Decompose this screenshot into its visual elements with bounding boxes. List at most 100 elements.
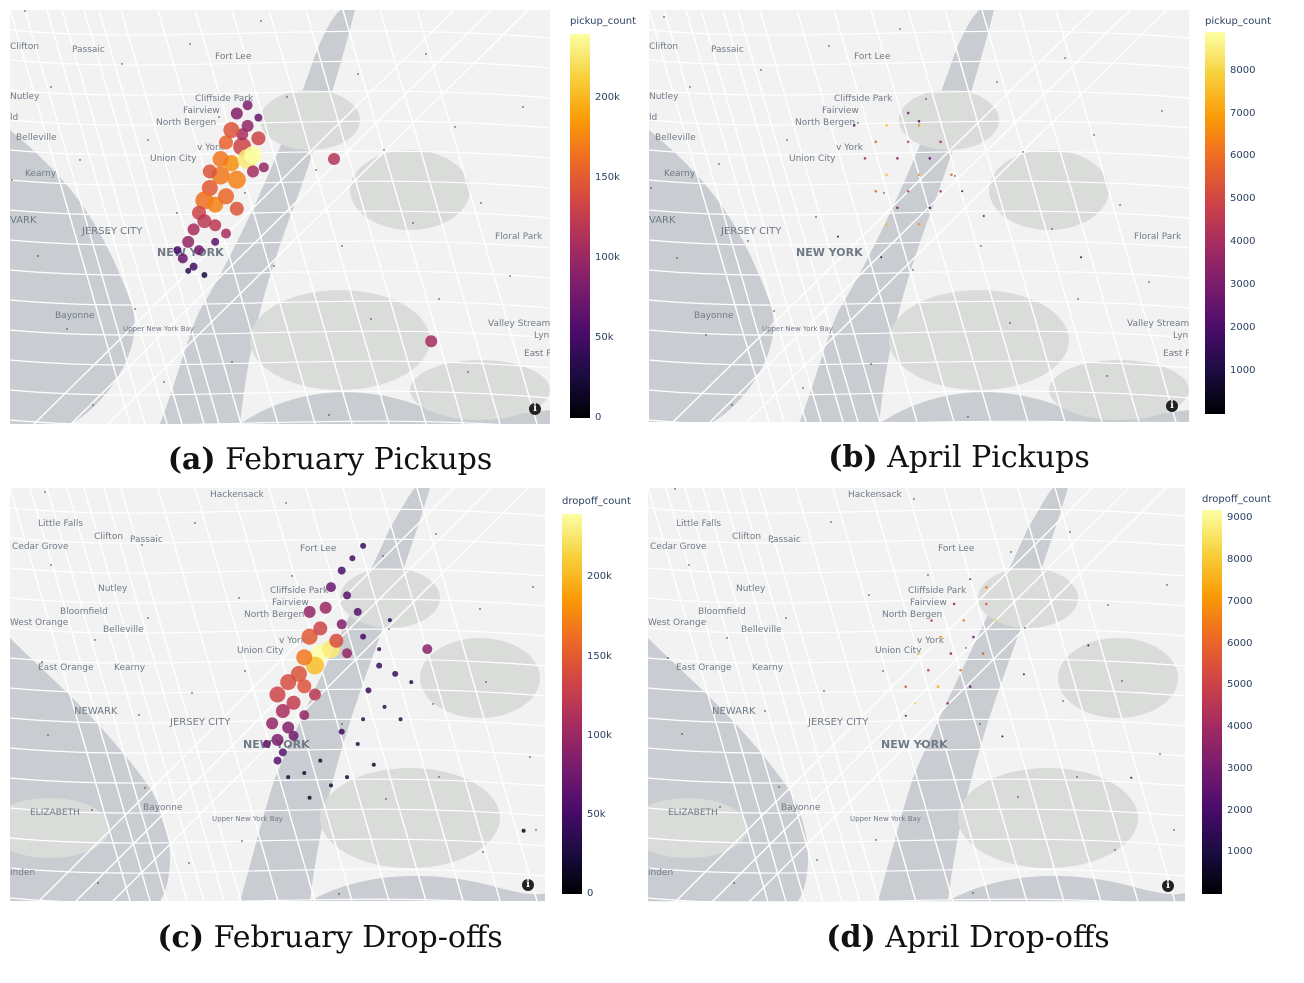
map-marker[interactable]: [1080, 256, 1082, 259]
map-marker[interactable]: [329, 783, 333, 788]
map-marker[interactable]: [398, 717, 403, 722]
map-marker[interactable]: [209, 219, 222, 232]
map-marker[interactable]: [896, 206, 899, 210]
map-marker[interactable]: [837, 235, 839, 238]
map-marker[interactable]: [308, 688, 321, 701]
map-marker[interactable]: [981, 652, 985, 655]
map-marker[interactable]: [952, 602, 956, 606]
map-marker[interactable]: [251, 131, 266, 146]
map-marker[interactable]: [906, 189, 910, 193]
map-marker[interactable]: [968, 685, 972, 689]
map-marker[interactable]: [182, 235, 195, 248]
map-marker[interactable]: [906, 140, 910, 144]
map-marker[interactable]: [896, 157, 899, 160]
map-marker[interactable]: [247, 165, 259, 178]
map-marker[interactable]: [185, 267, 192, 274]
map-marker[interactable]: [336, 619, 347, 630]
map-marker[interactable]: [874, 140, 878, 144]
map-marker[interactable]: [266, 717, 279, 730]
map-marker[interactable]: [189, 262, 198, 271]
info-icon[interactable]: i: [529, 403, 541, 415]
map-marker[interactable]: [917, 124, 921, 127]
map-marker[interactable]: [202, 164, 217, 179]
map-marker[interactable]: [387, 618, 392, 623]
map-marker[interactable]: [269, 686, 286, 703]
info-icon[interactable]: i: [1166, 400, 1178, 412]
info-icon[interactable]: i: [1162, 880, 1174, 892]
map-marker[interactable]: [286, 775, 291, 780]
map-marker[interactable]: [961, 190, 964, 193]
map-marker[interactable]: [328, 153, 340, 166]
map-marker[interactable]: [271, 733, 284, 746]
map-marker[interactable]: [313, 621, 328, 636]
map-marker[interactable]: [521, 828, 526, 833]
map-marker[interactable]: [917, 652, 920, 655]
map-marker[interactable]: [318, 758, 323, 763]
map-marker[interactable]: [946, 701, 949, 705]
map-marker[interactable]: [173, 246, 182, 255]
map-marker[interactable]: [329, 633, 344, 648]
map-marker[interactable]: [301, 628, 318, 645]
map-marker[interactable]: [297, 679, 312, 694]
map-marker[interactable]: [326, 582, 336, 593]
map-marker[interactable]: [307, 795, 312, 800]
map-marker[interactable]: [962, 619, 966, 622]
map-marker[interactable]: [223, 122, 240, 139]
map-marker[interactable]: [227, 170, 246, 189]
map-marker[interactable]: [382, 704, 387, 709]
map-marker[interactable]: [303, 605, 316, 618]
info-icon[interactable]: i: [522, 879, 534, 891]
map-marker[interactable]: [392, 670, 399, 677]
map-marker[interactable]: [939, 635, 943, 639]
map-marker[interactable]: [1087, 644, 1090, 647]
map-marker[interactable]: [1022, 673, 1025, 676]
map-marker[interactable]: [885, 222, 888, 226]
map-marker[interactable]: [262, 740, 271, 749]
map-marker[interactable]: [361, 717, 366, 722]
map-marker[interactable]: [258, 162, 269, 173]
map-marker[interactable]: [280, 674, 297, 691]
map-marker[interactable]: [985, 602, 988, 606]
map-marker[interactable]: [288, 730, 299, 741]
map-marker[interactable]: [282, 721, 295, 734]
map-marker[interactable]: [425, 335, 438, 348]
map-marker[interactable]: [939, 140, 942, 144]
map-marker[interactable]: [342, 648, 353, 659]
map-marker[interactable]: [1130, 776, 1133, 779]
map-marker[interactable]: [229, 201, 244, 216]
map-february-pickups[interactable]: Clifton Passaic Fort Lee Nutley Cliffside Pa…: [10, 10, 550, 424]
map-marker[interactable]: [914, 701, 917, 705]
map-marker[interactable]: [959, 668, 962, 672]
map-marker[interactable]: [880, 256, 883, 259]
map-marker[interactable]: [345, 775, 350, 780]
map-marker[interactable]: [376, 662, 383, 669]
map-marker[interactable]: [319, 601, 332, 614]
map-marker[interactable]: [337, 566, 346, 575]
map-marker[interactable]: [296, 649, 313, 666]
map-marker[interactable]: [201, 271, 208, 278]
map-marker[interactable]: [917, 222, 921, 226]
map-marker[interactable]: [936, 685, 940, 689]
map-marker[interactable]: [928, 206, 932, 210]
map-marker[interactable]: [365, 687, 372, 694]
map-marker[interactable]: [302, 770, 307, 775]
map-marker[interactable]: [187, 223, 200, 236]
map-marker[interactable]: [221, 228, 231, 239]
map-marker[interactable]: [275, 704, 290, 719]
map-marker[interactable]: [377, 647, 382, 652]
map-marker[interactable]: [299, 710, 310, 721]
map-marker[interactable]: [211, 237, 220, 246]
map-marker[interactable]: [874, 189, 878, 193]
map-marker[interactable]: [994, 619, 998, 622]
map-marker[interactable]: [950, 173, 953, 177]
map-marker[interactable]: [207, 196, 224, 213]
map-april-pickups[interactable]: Clifton Passaic Fort Lee Nutley Cliffside Pa…: [649, 10, 1189, 422]
map-marker[interactable]: [852, 124, 856, 127]
map-marker[interactable]: [244, 145, 262, 164]
map-marker[interactable]: [177, 253, 188, 264]
map-marker[interactable]: [904, 714, 907, 717]
map-marker[interactable]: [939, 189, 942, 193]
map-marker[interactable]: [969, 578, 972, 581]
map-marker[interactable]: [972, 635, 975, 639]
map-marker[interactable]: [194, 245, 204, 256]
